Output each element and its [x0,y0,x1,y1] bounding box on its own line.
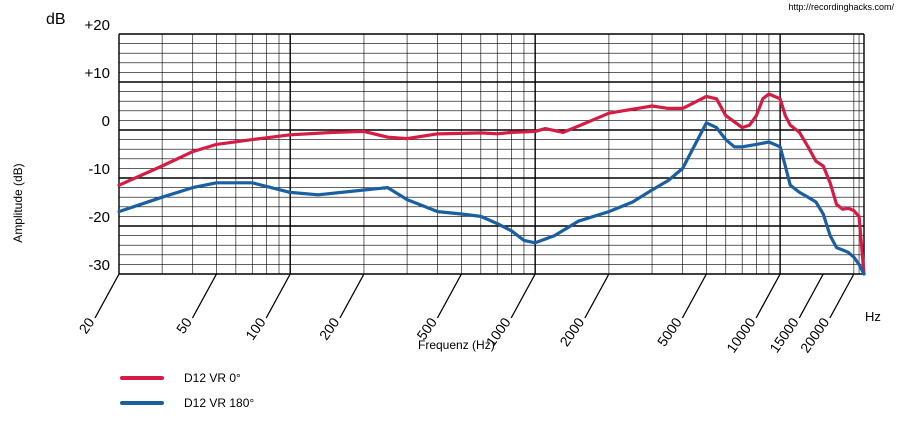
x-tick-label: 2000 [556,314,587,349]
x-tick-mark [191,273,218,319]
x-unit-label: Hz [865,309,881,324]
x-tick-mark [829,273,855,319]
x-tick-label: 20 [75,314,97,336]
legend-item-series-1: D12 VR 180° [120,396,254,410]
legend-swatch-series-1 [120,401,164,405]
x-tick-mark [510,273,536,319]
y-tick-label: 0 [102,113,110,130]
x-axis-label: Frequenz (Hz) [418,338,495,352]
x-tick-mark [339,273,365,319]
y-tick-label: -10 [88,161,110,178]
x-tick-mark [94,273,120,319]
x-tick-label: 50 [173,314,195,336]
y-tick-label: -20 [88,209,110,226]
x-tick-label: 15000 [766,314,802,355]
x-tick-mark [265,273,291,319]
legend-label-series-1: D12 VR 180° [184,396,255,410]
legend-item-series-0: D12 VR 0° [120,371,241,385]
x-tick-mark [798,273,824,319]
y-tick-label: -30 [88,257,110,274]
series-line-0 [117,92,866,276]
x-tick-label: 20000 [797,314,833,355]
source-url: http://recordinghacks.com/ [788,2,894,12]
x-tick-label: 5000 [654,314,685,349]
y-tick-label: +10 [85,65,110,82]
legend-swatch-series-0 [120,376,164,380]
x-tick-mark [436,273,463,319]
x-tick-mark [681,273,707,319]
y-tick-label: +20 [85,17,110,34]
x-tick-label: 200 [316,314,343,342]
x-tick-label: 100 [242,314,269,342]
series-line-1 [117,121,866,276]
x-tick-label: 10000 [723,314,759,355]
legend-label-series-0: D12 VR 0° [184,371,241,385]
y-unit-label: dB [46,11,66,28]
x-tick-mark [584,273,610,319]
x-tick-mark [755,273,781,319]
